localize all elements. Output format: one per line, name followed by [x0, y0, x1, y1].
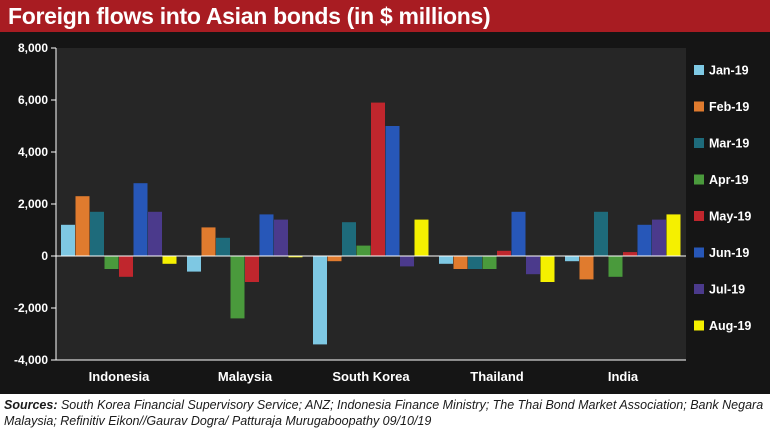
bar-jul-19-india	[652, 219, 666, 256]
bar-mar-19-malaysia	[216, 237, 230, 256]
legend-label: Jul-19	[709, 283, 745, 297]
bar-may-19-india	[623, 252, 637, 256]
bar-jan-19-indonesia	[61, 224, 75, 256]
bar-jan-19-thailand	[439, 256, 453, 264]
bar-mar-19-thailand	[468, 256, 482, 269]
x-category-label: Thailand	[470, 369, 524, 384]
y-tick-label: 0	[41, 249, 48, 263]
bar-mar-19-india	[594, 211, 608, 256]
bar-may-19-south-korea	[371, 102, 385, 256]
bar-jan-19-south-korea	[313, 256, 327, 345]
bar-jun-19-india	[637, 224, 652, 256]
title-bar: Foreign flows into Asian bonds (in $ mil…	[0, 0, 770, 32]
legend-swatch	[694, 247, 704, 258]
bar-may-19-thailand	[497, 250, 511, 256]
bar-feb-19-malaysia	[201, 227, 216, 256]
bar-jan-19-malaysia	[187, 256, 201, 272]
y-tick-label: 6,000	[18, 93, 48, 107]
bar-may-19-indonesia	[119, 256, 133, 277]
bar-apr-19-indonesia	[104, 256, 119, 269]
legend-label: Aug-19	[709, 319, 751, 333]
bar-apr-19-thailand	[482, 256, 497, 269]
y-axis: -4,000 -2,000 0 2,000 4,000 6,000 8,000	[14, 41, 57, 367]
bar-jun-19-thailand	[511, 211, 526, 256]
bar-jan-19-india	[565, 256, 579, 262]
legend-label: Apr-19	[709, 173, 749, 187]
source-note: Sources: South Korea Financial Superviso…	[4, 397, 766, 429]
bar-feb-19-india	[579, 256, 594, 280]
bar-mar-19-indonesia	[90, 211, 104, 256]
legend-label: Jun-19	[709, 246, 749, 260]
bar-aug-19-indonesia	[162, 256, 177, 264]
bar-jul-19-malaysia	[274, 219, 288, 256]
legend-label: Mar-19	[709, 137, 749, 151]
bars	[61, 102, 681, 345]
bar-feb-19-thailand	[453, 256, 468, 269]
legend-label: May-19	[709, 210, 751, 224]
x-category-label: Malaysia	[218, 369, 273, 384]
x-axis: Indonesia Malaysia South Korea Thailand Indi…	[56, 255, 686, 384]
legend-swatch	[694, 211, 704, 221]
legend-swatch	[694, 65, 704, 75]
bar-chart: -4,000 -2,000 0 2,000 4,000 6,000 8,000 Indone…	[14, 41, 751, 384]
bar-jun-19-indonesia	[133, 183, 148, 256]
legend-label: Feb-19	[709, 100, 749, 114]
bar-aug-19-south-korea	[414, 219, 429, 256]
bar-jul-19-indonesia	[148, 211, 162, 256]
bar-aug-19-malaysia	[288, 256, 303, 258]
x-category-label: India	[608, 369, 639, 384]
source-text: South Korea Financial Supervisory Servic…	[4, 398, 764, 428]
bar-aug-19-thailand	[540, 256, 555, 282]
bar-jun-19-south-korea	[385, 126, 400, 256]
y-tick-label: 8,000	[18, 41, 48, 55]
x-category-label: South Korea	[332, 369, 410, 384]
bar-apr-19-india	[608, 256, 623, 277]
y-tick-label: -2,000	[14, 301, 48, 315]
legend-swatch	[694, 174, 704, 185]
source-label: Sources:	[4, 398, 58, 412]
y-tick-label: 2,000	[18, 197, 48, 211]
legend-swatch	[694, 284, 704, 294]
bar-jun-19-malaysia	[259, 214, 274, 256]
bar-feb-19-indonesia	[75, 196, 90, 256]
bar-may-19-malaysia	[245, 256, 259, 282]
bar-apr-19-malaysia	[230, 256, 245, 319]
y-tick-label: -4,000	[14, 353, 48, 367]
legend: Jan-19 Feb-19 Mar-19 Apr-19 May-19 Jun-19 Jul-…	[694, 64, 751, 333]
bar-jul-19-south-korea	[400, 256, 414, 267]
x-category-label: Indonesia	[89, 369, 150, 384]
bar-aug-19-india	[666, 214, 681, 256]
legend-swatch	[694, 320, 704, 331]
bar-feb-19-south-korea	[327, 256, 342, 262]
bar-apr-19-south-korea	[356, 245, 371, 256]
chart-title: Foreign flows into Asian bonds (in $ mil…	[8, 3, 491, 29]
legend-swatch	[694, 138, 704, 148]
bar-jul-19-thailand	[526, 256, 540, 275]
y-tick-label: 4,000	[18, 145, 48, 159]
legend-swatch	[694, 101, 704, 112]
bar-mar-19-south-korea	[342, 222, 356, 256]
legend-label: Jan-19	[709, 64, 749, 78]
